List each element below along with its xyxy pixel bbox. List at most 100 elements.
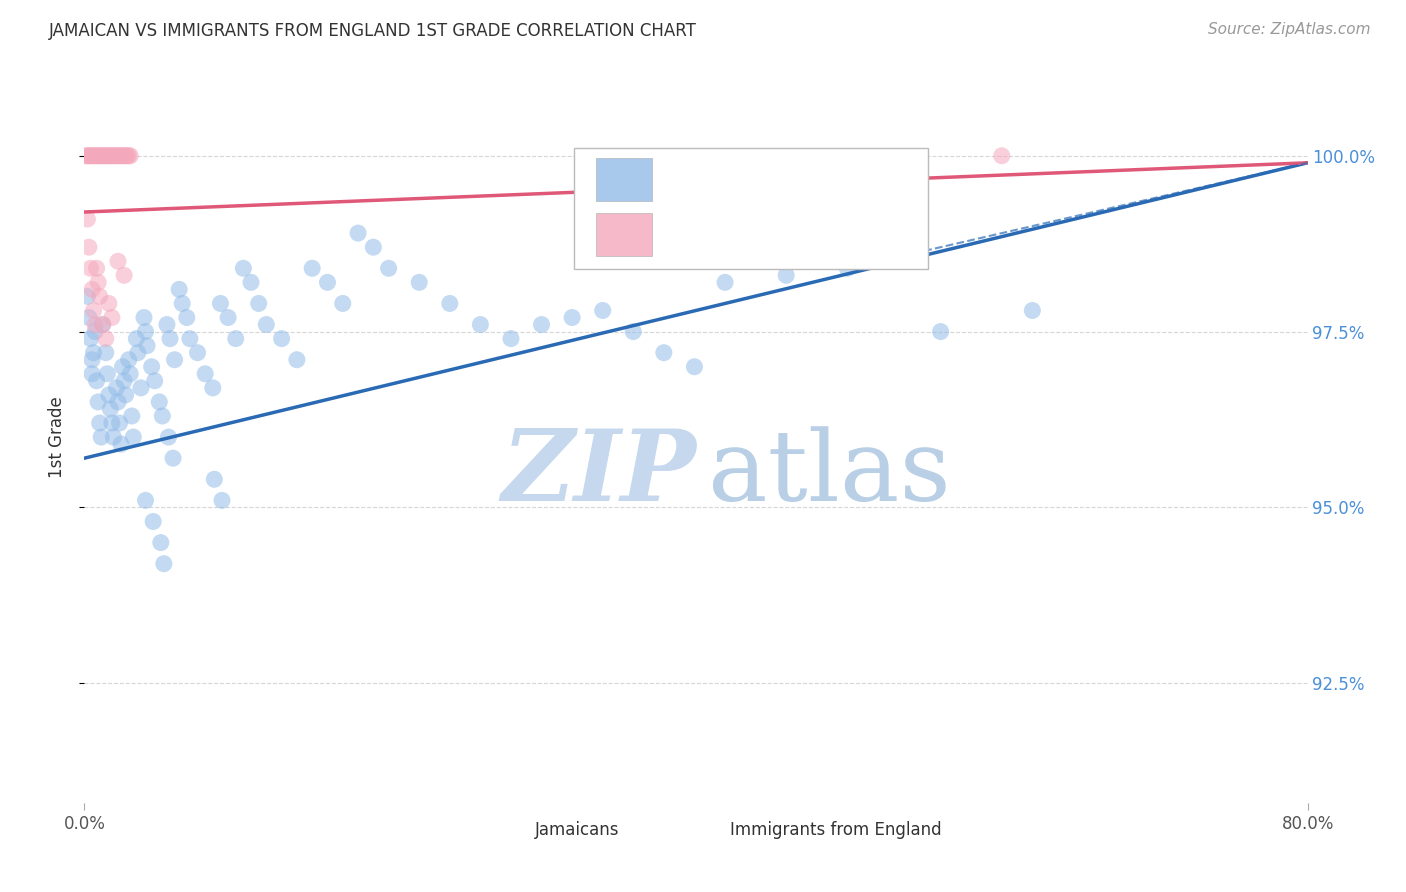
Point bbox=[377, 261, 399, 276]
Point bbox=[90, 430, 112, 444]
Point bbox=[240, 276, 263, 290]
Point bbox=[91, 318, 114, 332]
Point bbox=[96, 149, 118, 163]
Point bbox=[1021, 303, 1043, 318]
Point bbox=[104, 149, 127, 163]
Point bbox=[991, 149, 1014, 163]
Point bbox=[101, 310, 124, 325]
Point bbox=[176, 310, 198, 325]
Point bbox=[105, 149, 128, 163]
Point bbox=[76, 149, 98, 163]
Point bbox=[118, 352, 141, 367]
Point bbox=[80, 367, 103, 381]
Point bbox=[408, 276, 430, 290]
Point bbox=[127, 345, 149, 359]
Point bbox=[225, 332, 247, 346]
Text: R = 0.076   N = 47: R = 0.076 N = 47 bbox=[665, 218, 865, 236]
Point bbox=[98, 149, 121, 163]
Point bbox=[101, 416, 124, 430]
Point bbox=[162, 451, 184, 466]
Point bbox=[159, 332, 181, 346]
Point bbox=[211, 493, 233, 508]
Point bbox=[714, 276, 737, 290]
Point bbox=[149, 535, 172, 549]
Point bbox=[77, 310, 100, 325]
Point bbox=[79, 149, 101, 163]
Point bbox=[89, 149, 111, 163]
Point bbox=[87, 149, 110, 163]
FancyBboxPatch shape bbox=[574, 148, 928, 268]
Point bbox=[439, 296, 461, 310]
Point bbox=[108, 416, 131, 430]
Point bbox=[115, 149, 138, 163]
Point bbox=[530, 318, 553, 332]
Point bbox=[84, 149, 107, 163]
Point bbox=[143, 374, 166, 388]
Point bbox=[163, 352, 186, 367]
Point bbox=[112, 268, 135, 283]
Point bbox=[156, 318, 179, 332]
Point bbox=[316, 276, 339, 290]
Point bbox=[77, 149, 100, 163]
Point bbox=[172, 296, 194, 310]
Point bbox=[83, 303, 105, 318]
Point bbox=[80, 149, 103, 163]
Point bbox=[285, 352, 308, 367]
Point bbox=[120, 367, 142, 381]
Text: Immigrants from England: Immigrants from England bbox=[730, 821, 942, 838]
Point bbox=[79, 261, 101, 276]
Point bbox=[332, 296, 354, 310]
Point bbox=[470, 318, 492, 332]
Point bbox=[108, 149, 131, 163]
Point bbox=[84, 318, 107, 332]
Point bbox=[135, 325, 157, 339]
Point bbox=[254, 318, 277, 332]
Point bbox=[621, 325, 644, 339]
Point bbox=[86, 149, 108, 163]
FancyBboxPatch shape bbox=[596, 158, 652, 201]
Text: Source: ZipAtlas.com: Source: ZipAtlas.com bbox=[1208, 22, 1371, 37]
Point bbox=[347, 226, 370, 240]
Point bbox=[153, 557, 176, 571]
Point bbox=[76, 212, 98, 227]
Point bbox=[150, 409, 173, 423]
Point bbox=[101, 149, 124, 163]
Point bbox=[561, 310, 583, 325]
Point bbox=[120, 149, 142, 163]
Point bbox=[592, 303, 614, 318]
Point bbox=[186, 345, 208, 359]
Point bbox=[80, 282, 103, 296]
Point bbox=[98, 401, 121, 416]
Point bbox=[363, 240, 385, 254]
Text: Jamaicans: Jamaicans bbox=[534, 821, 619, 838]
Point bbox=[91, 149, 114, 163]
Text: R = 0.395   N = 85: R = 0.395 N = 85 bbox=[665, 163, 866, 182]
Point bbox=[76, 289, 98, 303]
Point bbox=[111, 359, 134, 374]
Point bbox=[75, 149, 97, 163]
Point bbox=[837, 261, 859, 276]
Point bbox=[217, 310, 239, 325]
Point bbox=[232, 261, 254, 276]
Point bbox=[87, 276, 110, 290]
Point bbox=[114, 388, 136, 402]
Point bbox=[79, 332, 101, 346]
Point bbox=[111, 149, 134, 163]
FancyBboxPatch shape bbox=[596, 212, 652, 256]
Point bbox=[499, 332, 522, 346]
Point bbox=[107, 149, 129, 163]
Point bbox=[135, 493, 157, 508]
Point bbox=[121, 409, 143, 423]
Point bbox=[93, 149, 115, 163]
Point bbox=[112, 374, 135, 388]
Point bbox=[118, 149, 141, 163]
FancyBboxPatch shape bbox=[485, 827, 527, 852]
Point bbox=[167, 282, 190, 296]
Point bbox=[94, 332, 117, 346]
Point bbox=[683, 359, 706, 374]
Text: atlas: atlas bbox=[709, 425, 950, 522]
Point bbox=[141, 359, 163, 374]
Point bbox=[83, 149, 105, 163]
Point bbox=[105, 381, 128, 395]
Point bbox=[84, 325, 107, 339]
